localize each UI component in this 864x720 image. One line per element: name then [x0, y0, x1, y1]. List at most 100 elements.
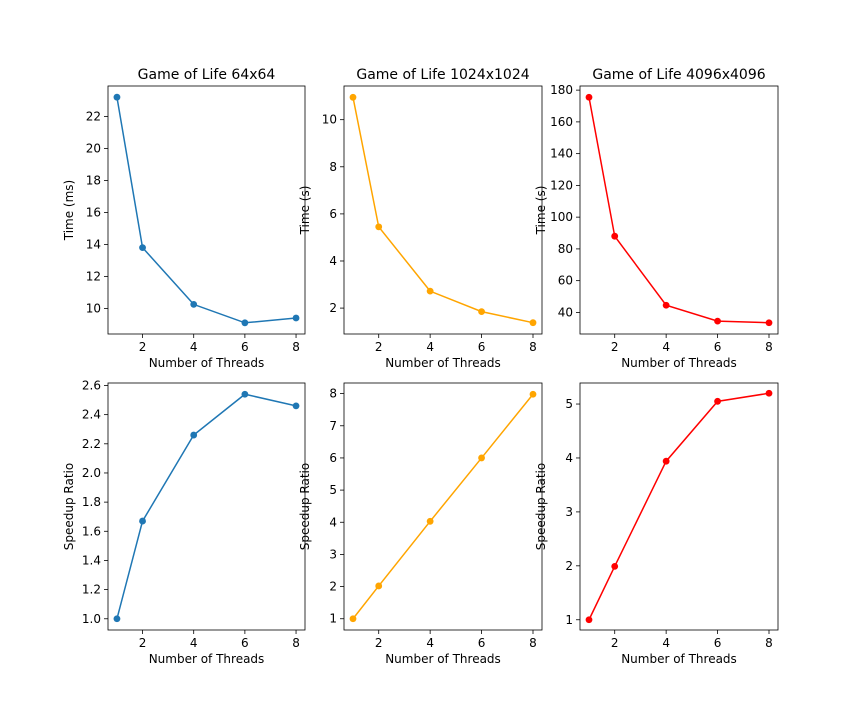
- axes-frame: [107, 382, 306, 631]
- data-point: [765, 389, 773, 397]
- axes-frame: [343, 85, 543, 335]
- y-tick-label: 6: [329, 451, 337, 465]
- series-line: [588, 392, 770, 621]
- x-tick-label: 4: [426, 636, 434, 650]
- y-tick-label: 1.4: [82, 553, 101, 567]
- y-tick-label: 20: [86, 141, 101, 155]
- y-tick-label: 2: [329, 301, 337, 315]
- y-tick-label: 8: [329, 160, 337, 174]
- data-point: [241, 390, 249, 398]
- y-tick-label: 4: [565, 451, 573, 465]
- data-point: [765, 319, 773, 327]
- subplot-2: 2 4 6 8 2 4 6 8 10 Number of Threads Time (s) Game …: [298, 67, 543, 370]
- x-tick-label: 8: [765, 636, 773, 650]
- x-tick-label: 8: [529, 340, 537, 354]
- y-tick-label: 2: [329, 580, 337, 594]
- y-tick-label: 22: [86, 109, 101, 123]
- subplot-title: Game of Life 64x64: [138, 67, 276, 83]
- y-tick-label: 2.0: [82, 466, 101, 480]
- data-point: [662, 301, 670, 309]
- series-line: [116, 393, 297, 619]
- x-axis-label: Number of Threads: [385, 356, 501, 370]
- y-axis-label: Time (ms): [62, 180, 76, 242]
- subplot-3: 2 4 6 8 40 60 80 100 120 140 160 180 Number of Threa…: [534, 67, 779, 370]
- axes-frame: [579, 85, 779, 335]
- y-tick-label: 2.2: [82, 437, 101, 451]
- x-axis-label: Number of Threads: [621, 356, 737, 370]
- data-point: [190, 431, 198, 439]
- subplot-title: Game of Life 4096x4096: [592, 67, 765, 83]
- y-tick-label: 10: [322, 113, 337, 127]
- data-point: [478, 454, 485, 462]
- axes-frame: [107, 85, 306, 335]
- y-axis-label: Speedup Ratio: [534, 463, 548, 550]
- subplot-5: 2 4 6 8 1 2 3 4 5 6 7 8 Number of Threads Speedup Rat…: [298, 382, 543, 666]
- series-line: [588, 97, 770, 324]
- subplot-title: Game of Life 1024x1024: [356, 67, 529, 83]
- data-point: [113, 93, 121, 101]
- data-point: [662, 457, 670, 465]
- y-tick-label: 2.4: [82, 408, 101, 422]
- x-tick-label: 2: [139, 340, 147, 354]
- y-tick-label: 7: [329, 419, 337, 433]
- x-tick-label: 6: [478, 636, 486, 650]
- x-tick-label: 6: [478, 340, 486, 354]
- y-tick-label: 80: [558, 242, 573, 256]
- y-tick-label: 1: [329, 612, 337, 626]
- y-tick-label: 3: [565, 505, 573, 519]
- x-tick-label: 8: [529, 636, 537, 650]
- y-tick-label: 1.8: [82, 495, 101, 509]
- x-tick-label: 2: [375, 636, 383, 650]
- y-tick-label: 180: [550, 83, 573, 97]
- y-tick-label: 18: [86, 173, 101, 187]
- data-point: [139, 517, 146, 525]
- data-point: [529, 390, 537, 398]
- y-tick-label: 14: [86, 237, 101, 251]
- y-axis-label: Speedup Ratio: [298, 463, 312, 550]
- data-point: [714, 397, 721, 405]
- y-tick-label: 3: [329, 547, 337, 561]
- data-point: [714, 317, 721, 325]
- x-tick-label: 6: [241, 636, 249, 650]
- x-axis-label: Number of Threads: [149, 652, 265, 666]
- x-tick-label: 6: [714, 636, 722, 650]
- data-point: [113, 615, 121, 623]
- y-axis-label: Speedup Ratio: [62, 463, 76, 550]
- x-tick-label: 8: [292, 340, 300, 354]
- y-tick-label: 60: [558, 274, 573, 288]
- x-axis-label: Number of Threads: [385, 652, 501, 666]
- data-point: [241, 319, 249, 327]
- x-tick-label: 4: [662, 340, 670, 354]
- y-tick-label: 40: [558, 305, 573, 319]
- data-point: [611, 232, 619, 240]
- y-tick-label: 4: [329, 254, 337, 268]
- subplot-1: 2 4 6 8 10 12 14 16 18 20 22 Number of Threads Time …: [62, 67, 306, 370]
- data-point: [190, 301, 198, 308]
- y-tick-label: 8: [329, 387, 337, 401]
- y-tick-label: 5: [329, 483, 337, 497]
- axes-frame: [343, 382, 543, 631]
- y-tick-label: 160: [550, 115, 573, 129]
- x-tick-label: 4: [662, 636, 670, 650]
- series-line: [116, 97, 297, 324]
- data-point: [529, 319, 537, 327]
- subplot-6: 2 4 6 8 1 2 3 4 5 Number of Threads Speedup Ratio: [534, 382, 779, 666]
- axes-frame: [579, 382, 779, 631]
- y-tick-label: 1.6: [82, 524, 101, 538]
- data-point: [426, 287, 434, 295]
- data-point: [585, 616, 593, 624]
- x-tick-label: 2: [375, 340, 383, 354]
- x-tick-label: 4: [426, 340, 434, 354]
- y-tick-label: 4: [329, 515, 337, 529]
- x-axis-label: Number of Threads: [149, 356, 265, 370]
- x-tick-label: 6: [241, 340, 249, 354]
- y-tick-label: 1.2: [82, 583, 101, 597]
- data-point: [426, 517, 434, 525]
- y-tick-label: 1: [565, 613, 573, 627]
- x-tick-label: 4: [190, 340, 198, 354]
- y-axis-label: Time (s): [534, 186, 548, 236]
- data-point: [139, 244, 146, 252]
- y-tick-label: 12: [86, 269, 101, 283]
- x-tick-label: 2: [611, 340, 619, 354]
